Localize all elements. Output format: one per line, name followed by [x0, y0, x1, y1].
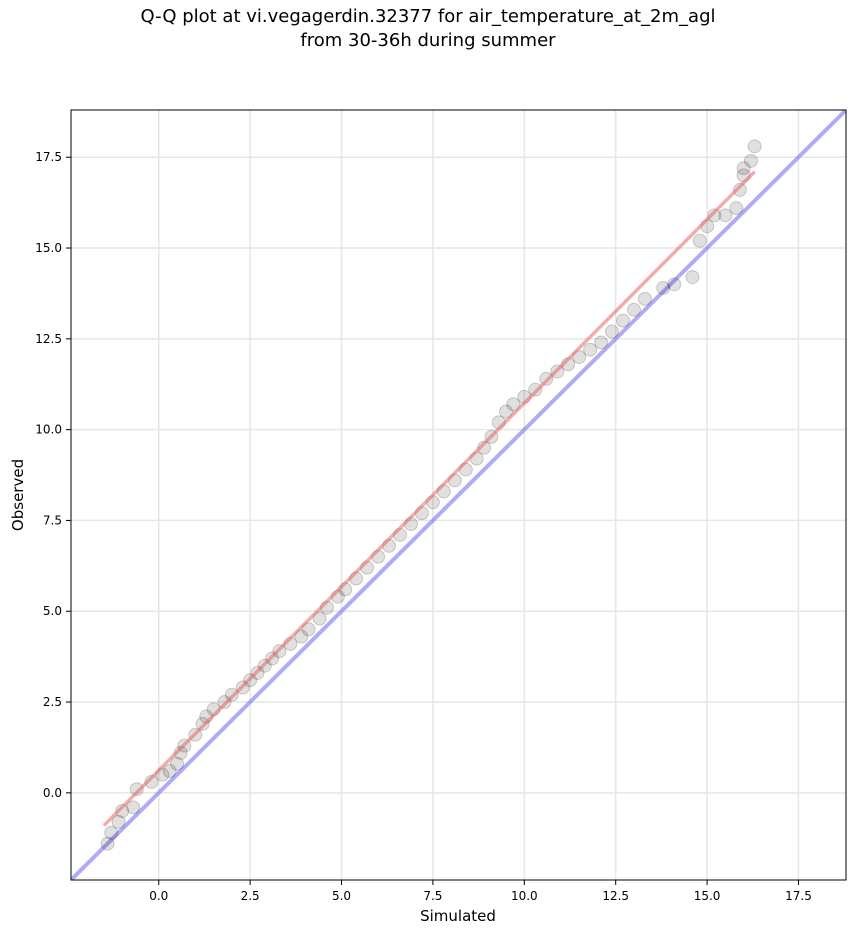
y-axis-ticks: 0.0 2.5 5.0 7.5 10.0 12.5 15.0 17.5 — [35, 150, 71, 800]
fit-line-layer — [102, 170, 756, 827]
data-point — [743, 153, 758, 168]
y-tick-label: 2.5 — [43, 695, 62, 709]
y-tick-label: 15.0 — [35, 241, 62, 255]
plot-frame — [70, 109, 847, 881]
x-tick-label: 0.0 — [149, 889, 168, 903]
data-point — [685, 270, 700, 285]
data-point — [656, 280, 671, 295]
data-point — [667, 277, 682, 292]
chart-title-line-1: Q-Q plot at vi.vegagerdin.32377 for air_… — [140, 6, 716, 27]
y-axis-label: Observed — [9, 459, 27, 531]
data-point — [506, 397, 521, 412]
x-tick-label: 17.5 — [785, 889, 812, 903]
identity-line-layer — [71, 110, 846, 880]
x-axis-ticks: 0.0 2.5 5.0 7.5 10.0 12.5 15.0 17.5 — [149, 880, 812, 903]
data-point — [162, 764, 177, 779]
data-point — [100, 836, 115, 851]
y-tick-label: 17.5 — [35, 150, 62, 164]
data-point — [111, 814, 126, 829]
grid — [71, 110, 846, 880]
data-point — [195, 716, 210, 731]
y-tick-label: 12.5 — [35, 332, 62, 346]
x-axis-label: Simulated — [420, 907, 496, 925]
y-tick-label: 0.0 — [43, 786, 62, 800]
data-point — [301, 622, 316, 637]
data-point — [583, 342, 598, 357]
y-tick-label: 5.0 — [43, 604, 62, 618]
data-point — [747, 139, 762, 154]
data-point — [499, 404, 514, 419]
data-point — [104, 825, 119, 840]
data-point — [129, 782, 144, 797]
y-tick-label: 7.5 — [43, 513, 62, 527]
data-point — [729, 201, 744, 216]
data-point — [170, 756, 185, 771]
data-point — [718, 208, 733, 223]
data-point — [312, 611, 327, 626]
data-point — [736, 161, 751, 176]
data-point — [732, 182, 747, 197]
x-tick-label: 10.0 — [511, 889, 538, 903]
x-tick-label: 2.5 — [241, 889, 260, 903]
chart-title-line-2: from 30-36h during summer — [300, 30, 556, 51]
data-point — [616, 313, 631, 328]
data-point — [637, 291, 652, 306]
x-tick-label: 7.5 — [423, 889, 442, 903]
x-tick-label: 15.0 — [694, 889, 721, 903]
fit-line — [102, 170, 756, 827]
data-point — [294, 629, 309, 644]
data-point — [605, 324, 620, 339]
data-point — [115, 803, 130, 818]
data-point — [692, 233, 707, 248]
identity-line — [71, 110, 846, 880]
y-tick-label: 10.0 — [35, 423, 62, 437]
data-point — [707, 208, 722, 223]
x-tick-label: 5.0 — [332, 889, 351, 903]
x-tick-label: 12.5 — [602, 889, 629, 903]
data-point — [626, 302, 641, 317]
data-point — [594, 335, 609, 350]
data-point — [126, 800, 141, 815]
